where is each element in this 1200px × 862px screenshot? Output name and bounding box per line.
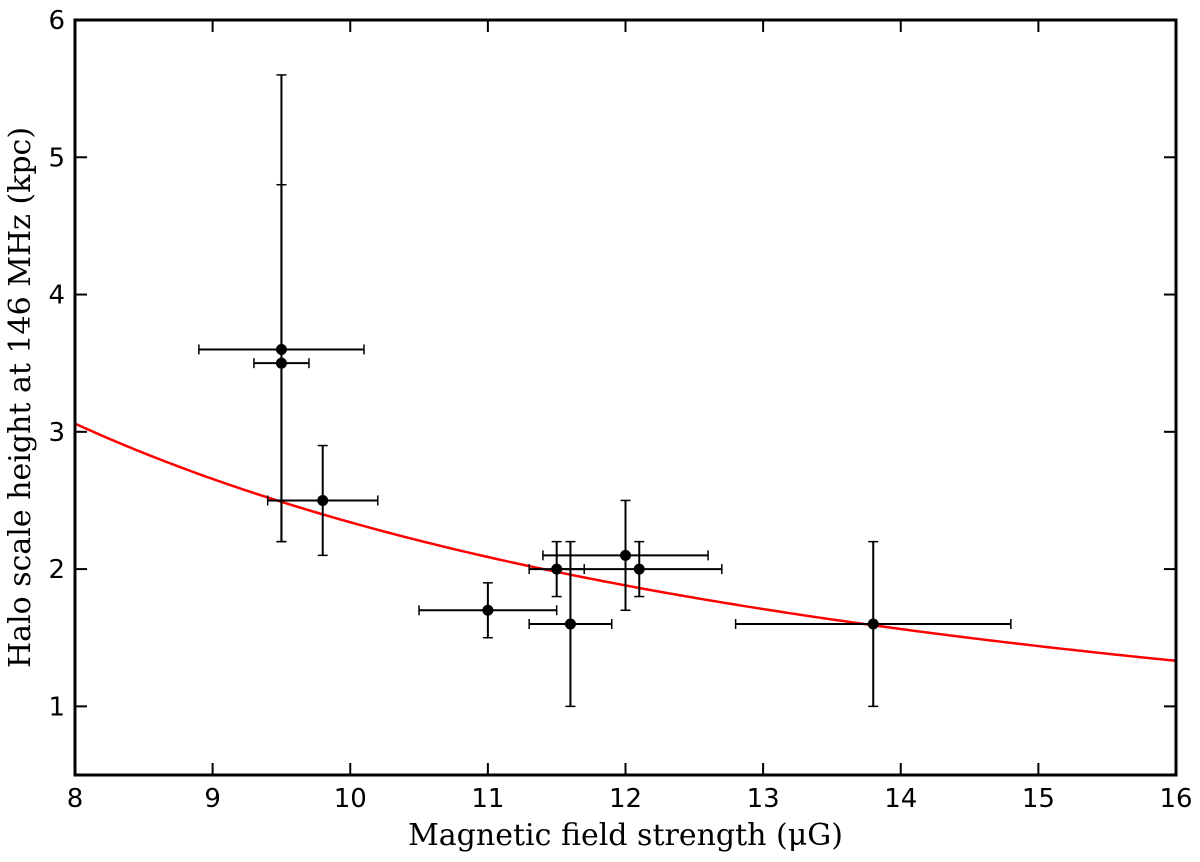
- y-tick-label: 6: [48, 6, 65, 36]
- data-point: [564, 618, 576, 630]
- data-point: [633, 563, 645, 575]
- data-point: [867, 618, 879, 630]
- y-tick-label: 4: [48, 281, 65, 311]
- x-axis-label: Magnetic field strength (μG): [408, 818, 843, 853]
- x-tick-label: 8: [67, 784, 84, 814]
- x-tick-label: 12: [609, 784, 642, 814]
- data-point: [317, 494, 329, 506]
- data-point: [620, 549, 631, 561]
- y-tick-label: 5: [48, 143, 65, 173]
- data-point: [482, 604, 494, 616]
- y-tick-label: 2: [48, 555, 65, 585]
- plot-frame: [73, 18, 1178, 777]
- x-tick-label: 14: [884, 784, 917, 814]
- x-axis-ticks: 8 9 10 11 12 13 14 15 16: [67, 20, 1193, 814]
- y-tick-label: 1: [48, 692, 65, 722]
- x-tick-label: 13: [747, 784, 780, 814]
- x-tick-label: 11: [471, 784, 504, 814]
- x-tick-label: 16: [1159, 784, 1192, 814]
- y-axis-label: Halo scale height at 146 MHz (kpc): [3, 127, 38, 668]
- x-tick-label: 10: [334, 784, 367, 814]
- data-point: [275, 357, 287, 369]
- y-axis-ticks: 1 2 3 4 5 6: [48, 6, 1176, 722]
- data-points: [198, 74, 1012, 708]
- x-tick-label: 15: [1022, 784, 1055, 814]
- y-tick-label: 3: [48, 418, 65, 448]
- x-tick-label: 9: [204, 784, 221, 814]
